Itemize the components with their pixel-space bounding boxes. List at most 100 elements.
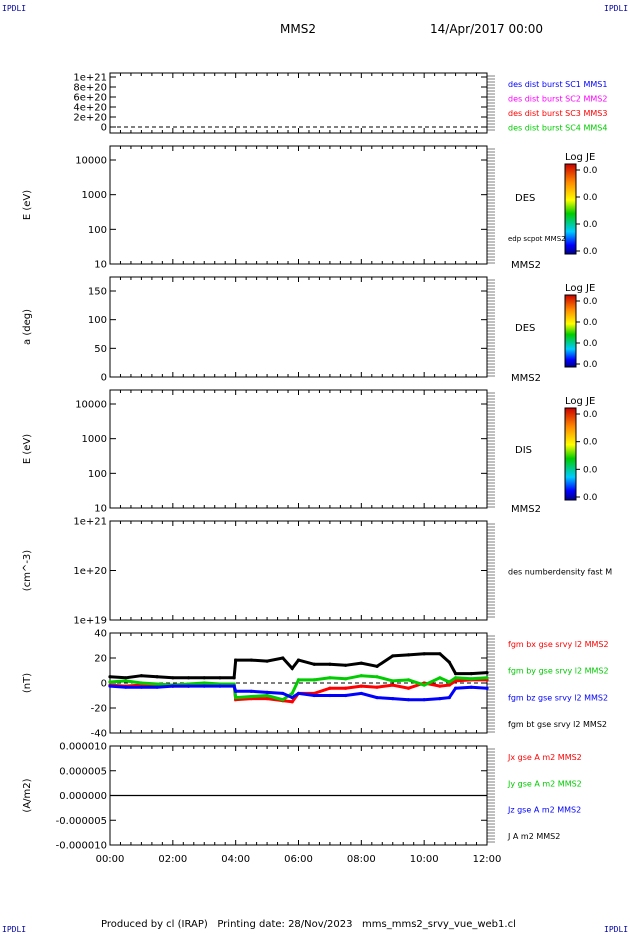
y-axis-label: (cm^-3) [22, 550, 33, 591]
y-tick-label: 10000 [75, 156, 107, 167]
data-point [375, 695, 379, 700]
data-point [155, 685, 159, 689]
data-point [344, 677, 348, 681]
data-point [438, 697, 442, 701]
y-tick-label: 10 [94, 504, 107, 515]
legend-entry: Jx gse A m2 MMS2 [507, 753, 582, 762]
panel-frame-2 [109, 145, 488, 265]
data-point [281, 656, 285, 660]
y-tick-label: -0.000010 [56, 841, 107, 852]
data-point [438, 676, 442, 680]
data-point [290, 700, 294, 704]
colorbar [564, 407, 577, 501]
y-tick-label: 1e+21 [73, 73, 107, 84]
data-point [234, 695, 238, 700]
series-line-2 [109, 674, 488, 702]
colorbar-tick-label: 0.0 [583, 220, 598, 230]
y-axis-label: E (eV) [22, 434, 33, 464]
y-tick-label: 10000 [75, 400, 107, 411]
y-tick-label: 2e+20 [73, 113, 107, 124]
data-point [232, 676, 236, 680]
colorbar-tick-label: 0.0 [583, 410, 598, 420]
data-point [202, 681, 206, 685]
data-point [296, 678, 301, 682]
data-point [312, 693, 316, 698]
data-point [312, 678, 316, 682]
y-tick-label: 8e+20 [73, 83, 107, 94]
data-point [265, 693, 269, 698]
data-point [328, 662, 332, 666]
y-tick-label: -40 [91, 729, 107, 740]
data-point [359, 661, 363, 665]
data-point [232, 684, 236, 688]
panel-frame-3 [109, 276, 488, 378]
data-point [406, 686, 411, 690]
colorbar-title: Log JE [565, 152, 595, 163]
data-point [234, 658, 238, 662]
x-tick-label: 02:00 [158, 854, 187, 865]
legend-entry: des dist burst SC4 MMS4 [508, 124, 607, 133]
colorbar [564, 163, 577, 255]
data-point [469, 672, 473, 676]
data-point [265, 659, 269, 663]
data-point [391, 683, 395, 687]
y-tick-label: 100 [88, 225, 107, 236]
data-point [447, 683, 451, 687]
species-sublabel: edp scpot MMS2 [508, 235, 566, 243]
y-tick-label: 6e+20 [73, 93, 107, 104]
data-point [171, 676, 175, 680]
species-label: DES [515, 193, 535, 204]
data-point [218, 676, 222, 680]
data-point [469, 677, 473, 681]
y-tick-label: 0.000000 [59, 791, 107, 802]
data-point [375, 675, 379, 679]
x-tick-label: 06:00 [284, 854, 313, 865]
footer-credit: Produced by cl (IRAP) Printing date: 28/… [101, 919, 516, 930]
data-point [139, 681, 144, 685]
data-point [328, 686, 332, 690]
data-point [124, 676, 128, 680]
legend-entry: Jy gse A m2 MMS2 [507, 779, 582, 788]
legend-entry: J A m2 MMS2 [507, 832, 560, 841]
data-point [359, 674, 363, 678]
legend-entry: fgm bx gse srvy l2 MMS2 [508, 640, 609, 649]
x-tick-label: 12:00 [473, 854, 502, 865]
data-point [406, 653, 411, 657]
data-point [438, 684, 442, 688]
data-point [281, 698, 285, 702]
species-label: DES [515, 323, 535, 334]
data-point [296, 691, 301, 696]
colorbar-tick-label: 0.0 [583, 318, 598, 328]
y-tick-label: 20 [94, 654, 107, 665]
data-point [249, 689, 253, 693]
data-point [124, 679, 128, 683]
colorbar-tick-label: 0.0 [583, 493, 598, 503]
data-point [328, 693, 332, 698]
colorbar [564, 294, 577, 368]
data-point [375, 685, 379, 689]
colorbar-tick-label: 0.0 [583, 339, 598, 349]
series-line-0 [109, 652, 488, 680]
y-axis-label: (nT) [22, 673, 33, 693]
data-point [447, 660, 451, 664]
data-point [155, 675, 159, 679]
data-point [108, 684, 112, 688]
data-point [406, 698, 411, 702]
legend-entry: des dist burst SC1 MMS1 [508, 80, 607, 89]
panel-frame-5 [109, 520, 488, 621]
data-point [202, 684, 206, 688]
corner-tag-bottom-left: IPDLI [2, 925, 27, 934]
y-tick-label: 1e+21 [73, 517, 107, 528]
data-point [139, 685, 144, 689]
colorbar-tick-label: 0.0 [583, 166, 598, 176]
y-tick-label: 1000 [82, 190, 107, 201]
y-tick-label: 1000 [82, 434, 107, 445]
colorbar-title: Log JE [565, 396, 595, 407]
y-tick-label: 1e+19 [73, 616, 107, 627]
y-tick-label: 0.000010 [59, 742, 107, 753]
data-point [234, 689, 238, 693]
colorbar-tick-label: 0.0 [583, 465, 598, 475]
data-point [406, 678, 411, 682]
data-point [249, 694, 253, 699]
